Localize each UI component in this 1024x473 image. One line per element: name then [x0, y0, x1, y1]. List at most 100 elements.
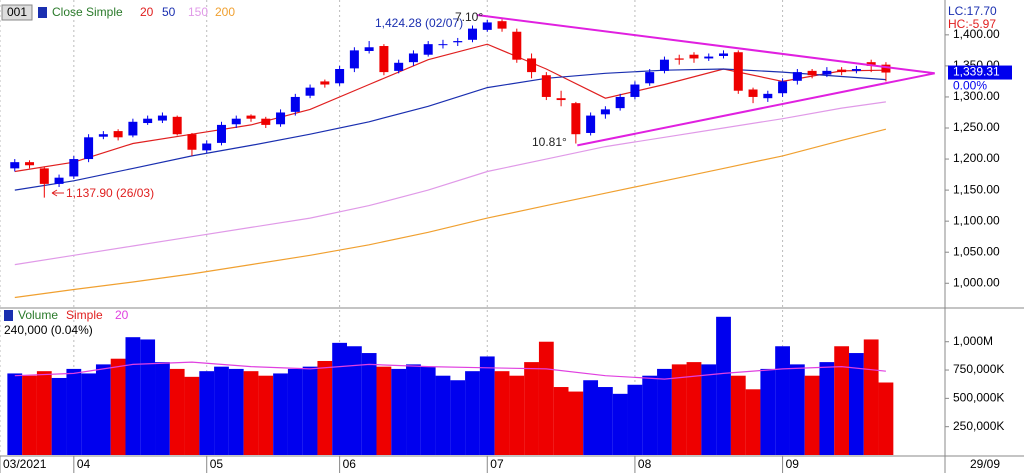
- candle-body: [187, 134, 197, 150]
- volume-bar: [66, 368, 82, 455]
- candle-body: [659, 59, 669, 71]
- volume-info: 240,000 (0.04%): [4, 323, 93, 337]
- volume-bar: [346, 346, 362, 455]
- volume-bar: [22, 375, 37, 455]
- legend-icon: [38, 7, 47, 18]
- legend-entry: 20: [140, 5, 154, 19]
- volume-bar: [450, 380, 466, 455]
- candle-body: [645, 72, 655, 84]
- candle-body: [571, 103, 581, 135]
- volume-bar: [671, 364, 687, 455]
- volume-bar: [317, 360, 333, 455]
- candle-body: [556, 98, 566, 101]
- volume-bar: [332, 342, 348, 455]
- candle-body: [792, 72, 802, 81]
- candle-body: [69, 159, 79, 177]
- y-tick-label: 1,250.00: [953, 120, 1000, 134]
- candle-body: [113, 131, 123, 138]
- volume-bar: [214, 366, 229, 455]
- candle-body: [881, 64, 891, 73]
- volume-bar: [553, 387, 569, 455]
- candle-body: [748, 89, 758, 97]
- angle-annotation: 10.81°: [532, 135, 567, 149]
- id-box: [1, 4, 33, 21]
- candle-body: [128, 121, 138, 136]
- plot-area: [0, 0, 949, 473]
- volume-bar: [140, 339, 156, 455]
- volume-bar: [243, 371, 259, 455]
- trend-line: [476, 14, 935, 75]
- moving-average-line: [14, 68, 886, 191]
- y-tick-label: 1,400.00: [953, 27, 1000, 41]
- price-box-label: 1,339.31: [953, 65, 1000, 79]
- moving-average-line: [14, 361, 886, 380]
- low-arrow: [51, 189, 64, 197]
- volume-bar: [184, 376, 200, 455]
- candle-body: [349, 50, 359, 69]
- volume-bar: [524, 362, 539, 455]
- candle-body: [261, 118, 271, 125]
- volume-bar: [568, 391, 584, 455]
- y-tick-label: 1,000.00: [953, 275, 1000, 289]
- candle-body: [335, 69, 345, 84]
- x-tick-label: 08: [638, 457, 652, 471]
- candle-body: [231, 118, 241, 125]
- candle-body: [202, 143, 212, 151]
- candle-body: [837, 69, 847, 73]
- candle-body: [807, 70, 817, 76]
- volume-bar: [199, 371, 215, 455]
- candle-body: [320, 81, 330, 85]
- volume-bar: [361, 353, 377, 455]
- legend-entry: 20: [115, 308, 129, 322]
- volume-bar: [406, 364, 421, 455]
- volume-mode: Simple: [66, 308, 103, 322]
- x-tick-label: 04: [77, 457, 91, 471]
- volume-bar: [730, 375, 746, 455]
- volume-title: Volume: [18, 308, 58, 322]
- volume-bar: [125, 337, 141, 455]
- low-annotation: 1,137.90 (26/03): [66, 186, 154, 200]
- volume-bar: [597, 387, 613, 455]
- volume-bar: [36, 371, 52, 455]
- candle-body: [394, 62, 404, 71]
- volume-bar: [273, 373, 288, 455]
- volume-bar: [258, 375, 274, 455]
- candle-body: [143, 118, 153, 124]
- volume-bar: [465, 371, 480, 455]
- lc-label: LC:17.70: [948, 4, 997, 18]
- candle-body: [84, 137, 94, 160]
- volume-bar: [863, 339, 879, 455]
- candle-body: [438, 44, 448, 46]
- candle-body: [379, 46, 389, 73]
- candle-body: [172, 116, 182, 135]
- candle-body: [822, 70, 832, 75]
- candle-body: [689, 54, 699, 59]
- candle-body: [216, 124, 226, 143]
- trend-line: [577, 72, 935, 147]
- volume-bar: [169, 368, 185, 455]
- candle-body: [482, 22, 492, 30]
- y-tick-label: 1,300.00: [953, 89, 1000, 103]
- candle-body: [763, 93, 773, 99]
- candle-body: [305, 87, 315, 96]
- angle-annotation: 7.10°: [455, 10, 483, 24]
- candle-body: [276, 112, 286, 125]
- legend-entry: 50: [162, 5, 176, 19]
- y-tick-label: 1,050.00: [953, 244, 1000, 258]
- change-label: 0.00%: [953, 79, 987, 93]
- candle-body: [704, 56, 714, 59]
- candle-body: [364, 47, 374, 51]
- volume-bar: [51, 377, 67, 455]
- y-tick-label: 750,000K: [953, 362, 1004, 376]
- volume-bar: [376, 366, 392, 455]
- moving-average-line: [14, 43, 886, 173]
- x-tick-label: 07: [490, 457, 504, 471]
- candle-body: [54, 177, 64, 184]
- volume-bar: [804, 375, 820, 455]
- candle-body: [733, 52, 743, 91]
- candle-body: [157, 115, 167, 121]
- id-label: 001: [7, 5, 27, 19]
- candle-body: [39, 168, 49, 184]
- x-tick-label: 09: [786, 457, 800, 471]
- volume-bar: [287, 368, 303, 455]
